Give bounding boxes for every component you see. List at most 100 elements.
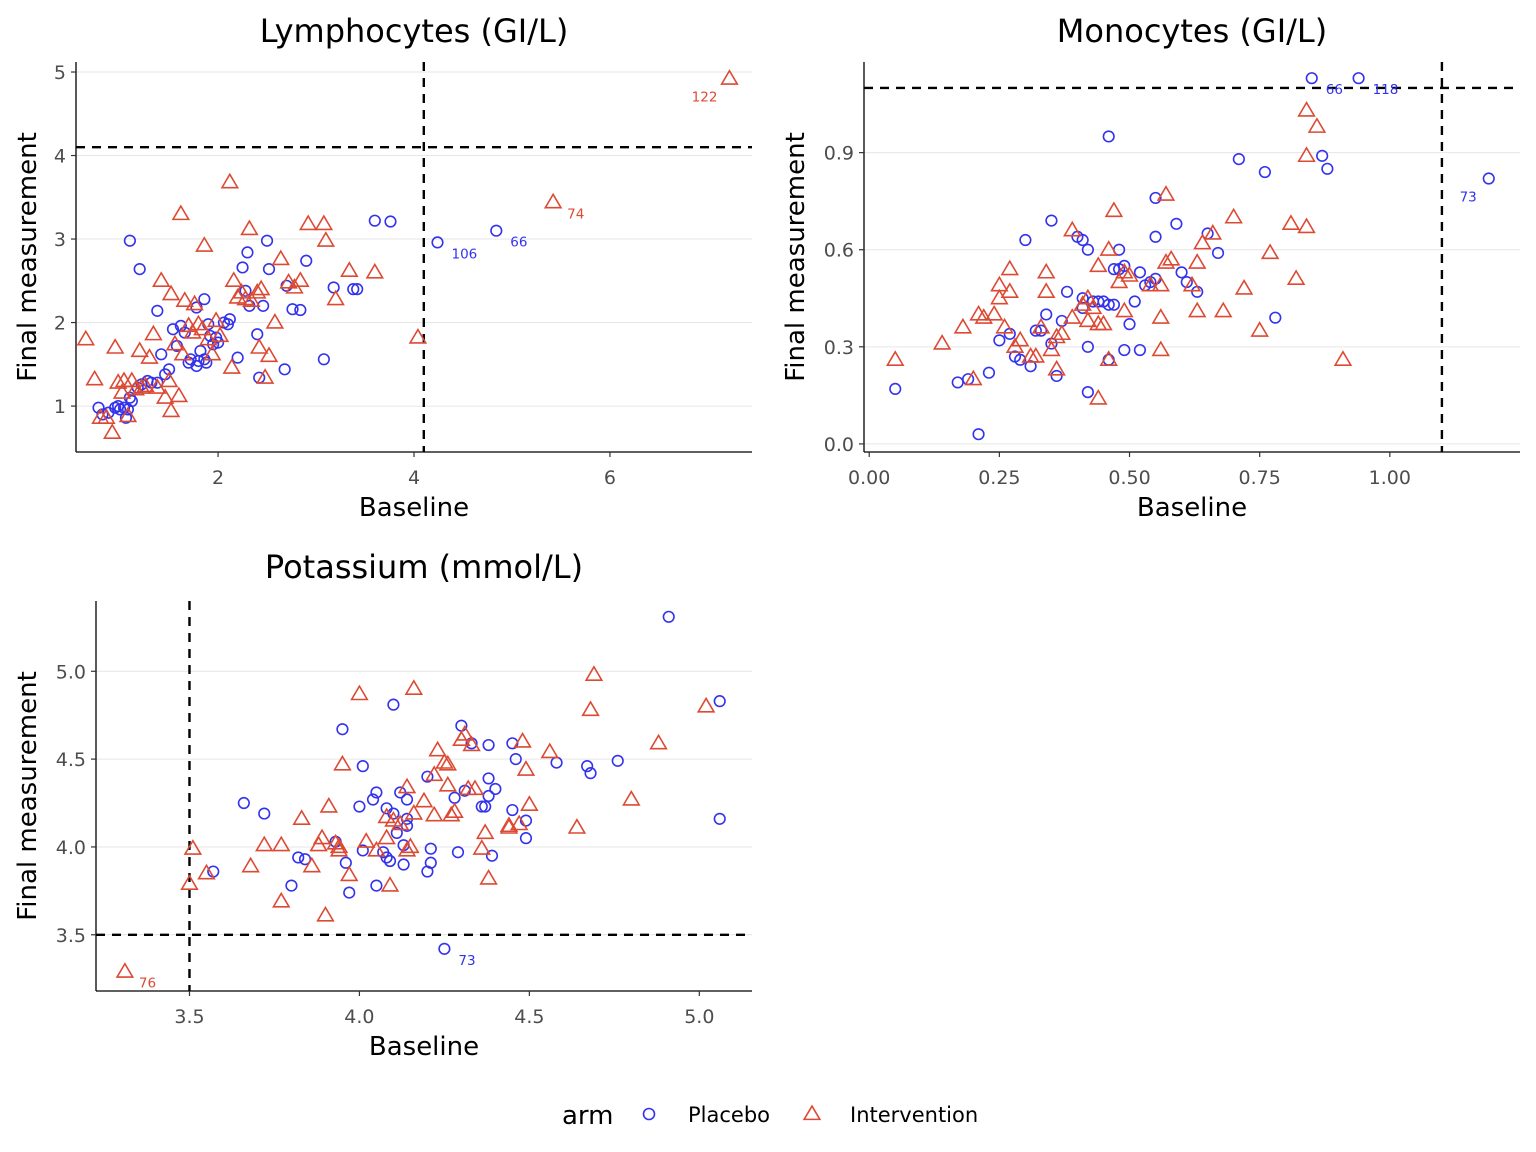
- point-placebo: [251, 328, 264, 341]
- point-placebo: [390, 826, 403, 839]
- x-tick-label: 6: [604, 467, 616, 489]
- y-tick-label: 0.9: [824, 143, 854, 165]
- point-placebo: [155, 348, 168, 361]
- y-tick-label: 0.3: [824, 337, 854, 359]
- point-intervention: [1063, 220, 1082, 237]
- y-tick-label: 4.0: [56, 837, 86, 859]
- point-intervention: [340, 261, 359, 277]
- point-intervention: [1286, 269, 1306, 286]
- point-intervention: [199, 329, 218, 346]
- point-intervention: [649, 733, 668, 750]
- point-placebo: [370, 879, 383, 892]
- point-intervention: [932, 334, 952, 350]
- point-intervention: [220, 172, 240, 189]
- point-intervention: [195, 236, 214, 252]
- point-intervention: [397, 777, 417, 794]
- point-placebo: [1269, 311, 1282, 324]
- point-intervention: [984, 304, 1004, 321]
- point-placebo: [384, 215, 397, 228]
- point-intervention: [1010, 330, 1030, 347]
- y-tick-label: 4: [54, 146, 66, 168]
- point-placebo: [1060, 285, 1074, 298]
- legend-title: arm: [562, 1101, 614, 1131]
- point-intervention: [404, 804, 424, 820]
- legend-key-intervention: [802, 1104, 822, 1121]
- x-axis-label: Baseline: [369, 1032, 479, 1062]
- y-axis-label: Final measurement: [13, 671, 43, 921]
- point-intervention: [462, 735, 481, 752]
- point-intervention: [130, 341, 149, 358]
- point-intervention: [584, 665, 604, 681]
- point-placebo: [1014, 353, 1027, 366]
- x-axis-label: Baseline: [359, 493, 469, 523]
- point-intervention: [265, 313, 285, 329]
- point-placebo: [300, 254, 313, 267]
- point-placebo: [489, 782, 502, 796]
- point-intervention: [180, 874, 199, 891]
- point-placebo: [490, 224, 503, 237]
- point-intervention: [1036, 282, 1056, 298]
- y-tick-label: 1: [54, 396, 66, 418]
- point-intervention: [241, 856, 260, 873]
- point-intervention: [103, 423, 122, 439]
- point-intervention: [1083, 298, 1103, 315]
- point-placebo: [239, 284, 252, 297]
- point-placebo: [133, 263, 146, 276]
- point-intervention: [1099, 350, 1118, 366]
- point-intervention: [1089, 256, 1108, 273]
- legend-label-intervention: Intervention: [850, 1103, 978, 1127]
- point-intervention: [161, 401, 181, 418]
- point-intervention: [384, 811, 403, 827]
- point-intervention: [1297, 146, 1316, 163]
- point-intervention: [377, 807, 396, 824]
- point-intervention: [441, 805, 461, 822]
- point-placebo: [431, 236, 444, 249]
- point-intervention: [380, 876, 400, 892]
- point-placebo: [370, 786, 383, 799]
- point-placebo: [1034, 324, 1048, 337]
- legend-key-placebo: [642, 1107, 656, 1121]
- point-intervention: [1234, 279, 1254, 295]
- y-tick-label: 5.0: [56, 661, 86, 683]
- point-intervention: [240, 219, 259, 236]
- point-intervention: [1250, 321, 1269, 337]
- point-annotation: 73: [458, 953, 475, 969]
- point-placebo: [241, 246, 254, 259]
- x-tick-label: 0.75: [1239, 467, 1281, 489]
- point-intervention: [259, 346, 279, 363]
- point-placebo: [438, 942, 451, 955]
- point-placebo: [506, 803, 519, 817]
- point-intervention: [465, 779, 485, 796]
- point-placebo: [1081, 386, 1094, 399]
- point-placebo: [1128, 295, 1141, 308]
- point-intervention: [115, 962, 135, 978]
- point-placebo: [383, 854, 397, 868]
- point-placebo: [1191, 285, 1204, 298]
- point-intervention: [401, 837, 420, 854]
- point-placebo: [190, 359, 203, 373]
- point-intervention: [1042, 340, 1061, 357]
- point-placebo: [993, 334, 1006, 347]
- point-intervention: [1094, 314, 1113, 331]
- point-placebo: [482, 789, 495, 803]
- point-intervention: [356, 832, 376, 848]
- point-intervention: [1036, 262, 1056, 279]
- y-tick-label: 0.0: [824, 434, 854, 456]
- point-annotation: 118: [1373, 82, 1399, 98]
- point-intervention: [1187, 253, 1207, 269]
- point-placebo: [424, 856, 437, 869]
- panel-1: 1 2 3 4 5 2 4 6 122 74 106 66 Lymphocytes (GI/L) Base…: [13, 12, 752, 523]
- point-intervention: [696, 696, 716, 713]
- point-intervention: [1281, 214, 1301, 231]
- point-intervention: [316, 231, 336, 247]
- point-placebo: [223, 313, 236, 326]
- point-intervention: [291, 271, 310, 287]
- point-placebo: [1024, 360, 1037, 373]
- y-tick-label: 3: [54, 229, 66, 251]
- point-placebo: [509, 753, 522, 766]
- point-intervention: [513, 732, 532, 748]
- point-placebo: [1232, 152, 1245, 166]
- point-intervention: [520, 795, 539, 811]
- point-intervention: [1224, 207, 1243, 224]
